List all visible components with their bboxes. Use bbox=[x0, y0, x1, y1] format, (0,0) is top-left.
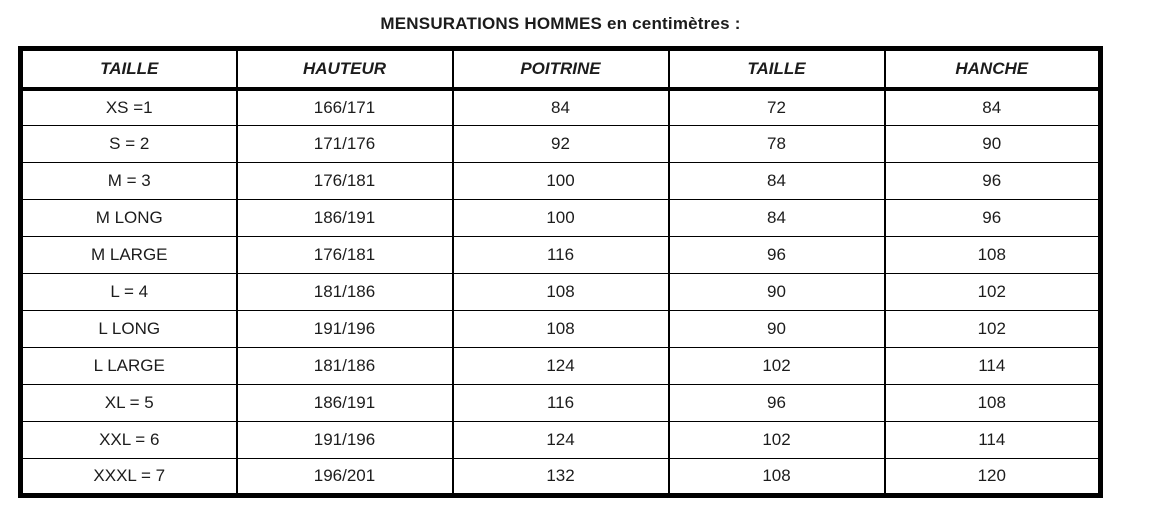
table-row: L LONG 191/196 108 90 102 bbox=[19, 310, 1102, 348]
column-header-hauteur: HAUTEUR bbox=[235, 48, 454, 91]
chest-cell: 84 bbox=[451, 88, 670, 126]
waist-cell: 102 bbox=[667, 421, 886, 459]
chest-cell: 124 bbox=[451, 421, 670, 459]
chest-cell: 100 bbox=[451, 199, 670, 237]
table-body: XS =1 166/171 84 72 84 S = 2 171/176 92 … bbox=[19, 88, 1102, 496]
waist-cell: 72 bbox=[667, 88, 886, 126]
table-row: M LONG 186/191 100 84 96 bbox=[19, 199, 1102, 237]
chest-cell: 100 bbox=[451, 162, 670, 200]
height-cell: 176/181 bbox=[235, 162, 454, 200]
height-cell: 186/191 bbox=[235, 199, 454, 237]
hip-cell: 96 bbox=[883, 199, 1102, 237]
size-cell: M LONG bbox=[19, 199, 238, 237]
chest-cell: 116 bbox=[451, 236, 670, 274]
height-cell: 166/171 bbox=[235, 88, 454, 126]
table-header: TAILLE HAUTEUR POITRINE TAILLE HANCHE bbox=[19, 48, 1102, 91]
header-row: TAILLE HAUTEUR POITRINE TAILLE HANCHE bbox=[19, 48, 1102, 91]
size-cell: L = 4 bbox=[19, 273, 238, 311]
hip-cell: 114 bbox=[883, 347, 1102, 385]
table-row: XXXL = 7 196/201 132 108 120 bbox=[19, 458, 1102, 496]
size-cell: M LARGE bbox=[19, 236, 238, 274]
size-cell: S = 2 bbox=[19, 125, 238, 163]
waist-cell: 90 bbox=[667, 310, 886, 348]
size-cell: XXXL = 7 bbox=[19, 458, 238, 496]
hip-cell: 114 bbox=[883, 421, 1102, 459]
waist-cell: 102 bbox=[667, 347, 886, 385]
size-cell: XS =1 bbox=[19, 88, 238, 126]
waist-cell: 84 bbox=[667, 199, 886, 237]
height-cell: 181/186 bbox=[235, 273, 454, 311]
height-cell: 181/186 bbox=[235, 347, 454, 385]
mens-measurements-table: TAILLE HAUTEUR POITRINE TAILLE HANCHE XS… bbox=[18, 46, 1103, 498]
height-cell: 186/191 bbox=[235, 384, 454, 422]
hip-cell: 84 bbox=[883, 88, 1102, 126]
hip-cell: 108 bbox=[883, 384, 1102, 422]
size-cell: L LARGE bbox=[19, 347, 238, 385]
table-row: M = 3 176/181 100 84 96 bbox=[19, 162, 1102, 200]
waist-cell: 96 bbox=[667, 384, 886, 422]
table-row: L LARGE 181/186 124 102 114 bbox=[19, 347, 1102, 385]
waist-cell: 90 bbox=[667, 273, 886, 311]
column-header-hanche: HANCHE bbox=[883, 48, 1102, 91]
chest-cell: 124 bbox=[451, 347, 670, 385]
table-row: XS =1 166/171 84 72 84 bbox=[19, 88, 1102, 126]
size-cell: M = 3 bbox=[19, 162, 238, 200]
page-title: MENSURATIONS HOMMES en centimètres : bbox=[380, 14, 741, 33]
table-row: XL = 5 186/191 116 96 108 bbox=[19, 384, 1102, 422]
hip-cell: 90 bbox=[883, 125, 1102, 163]
hip-cell: 96 bbox=[883, 162, 1102, 200]
hip-cell: 102 bbox=[883, 310, 1102, 348]
hip-cell: 120 bbox=[883, 458, 1102, 496]
chest-cell: 108 bbox=[451, 273, 670, 311]
size-cell: XL = 5 bbox=[19, 384, 238, 422]
hip-cell: 102 bbox=[883, 273, 1102, 311]
chest-cell: 108 bbox=[451, 310, 670, 348]
size-cell: XXL = 6 bbox=[19, 421, 238, 459]
waist-cell: 78 bbox=[667, 125, 886, 163]
chest-cell: 132 bbox=[451, 458, 670, 496]
chest-cell: 116 bbox=[451, 384, 670, 422]
chest-cell: 92 bbox=[451, 125, 670, 163]
column-header-taille-waist: TAILLE bbox=[667, 48, 886, 91]
waist-cell: 84 bbox=[667, 162, 886, 200]
height-cell: 191/196 bbox=[235, 310, 454, 348]
waist-cell: 96 bbox=[667, 236, 886, 274]
table-row: S = 2 171/176 92 78 90 bbox=[19, 125, 1102, 163]
height-cell: 191/196 bbox=[235, 421, 454, 459]
waist-cell: 108 bbox=[667, 458, 886, 496]
table-row: XXL = 6 191/196 124 102 114 bbox=[19, 421, 1102, 459]
table-row: L = 4 181/186 108 90 102 bbox=[19, 273, 1102, 311]
hip-cell: 108 bbox=[883, 236, 1102, 274]
height-cell: 171/176 bbox=[235, 125, 454, 163]
column-header-taille: TAILLE bbox=[19, 48, 238, 91]
height-cell: 176/181 bbox=[235, 236, 454, 274]
size-cell: L LONG bbox=[19, 310, 238, 348]
column-header-poitrine: POITRINE bbox=[451, 48, 670, 91]
table-row: M LARGE 176/181 116 96 108 bbox=[19, 236, 1102, 274]
height-cell: 196/201 bbox=[235, 458, 454, 496]
